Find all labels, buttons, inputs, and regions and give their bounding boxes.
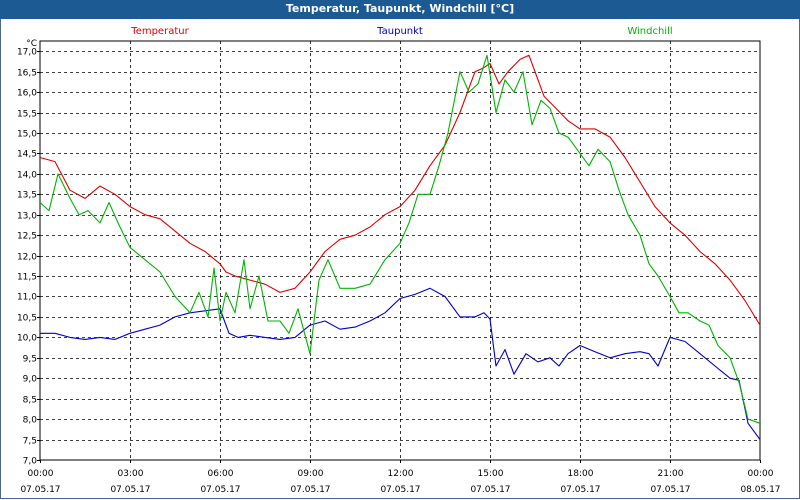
x-tick-time: 21:00 <box>658 469 684 479</box>
chart-title: Temperatur, Taupunkt, Windchill [°C] <box>0 0 800 19</box>
series-lines <box>39 54 761 440</box>
y-tick-label: 14,5 <box>17 150 37 160</box>
y-tick-label: 12,5 <box>17 232 37 242</box>
y-tick-label: 16,5 <box>17 69 37 79</box>
x-tick-time: 00:00 <box>748 469 774 479</box>
x-tick-date: 07.05.17 <box>470 485 510 495</box>
y-tick-label: 11,0 <box>17 293 37 303</box>
x-tick-date: 07.05.17 <box>380 485 420 495</box>
legend-windchill: Windchill <box>627 26 672 37</box>
axes: 7,0 7,5 8,0 8,5 9,0 9,5 10,0 10,5 11,0 11,5 12,0 12… <box>17 39 781 495</box>
y-tick-label: 14,0 <box>17 171 37 181</box>
y-tick-label: 13,0 <box>17 212 37 222</box>
x-tick-time: 15:00 <box>478 469 504 479</box>
x-tick-date: 07.05.17 <box>20 485 60 495</box>
y-axis-label: °C <box>26 39 37 49</box>
series-line-taupunkt <box>40 287 761 440</box>
x-tick-time: 09:00 <box>298 469 324 479</box>
x-tick-time: 00:00 <box>28 469 54 479</box>
x-tick-time: 03:00 <box>118 469 144 479</box>
x-tick-date: 07.05.17 <box>650 485 690 495</box>
y-tick-label: 15,5 <box>17 110 37 120</box>
series-line-windchill <box>39 54 761 424</box>
x-tick-time: 06:00 <box>208 469 234 479</box>
y-tick-label: 12,0 <box>17 253 37 263</box>
y-tick-label: 7,0 <box>23 457 38 467</box>
x-tick-date: 07.05.17 <box>110 485 150 495</box>
y-tick-label: 13,5 <box>17 191 37 201</box>
y-tick-label: 8,0 <box>23 416 38 426</box>
y-tick-label: 17,0 <box>17 48 37 58</box>
x-tick-date: 07.05.17 <box>290 485 330 495</box>
legend-taupunkt: Taupunkt <box>376 26 423 37</box>
series-line-temperatur <box>39 54 761 326</box>
y-tick-label: 9,0 <box>23 375 38 385</box>
legend-temperatur: Temperatur <box>130 26 189 37</box>
x-tick-time: 18:00 <box>568 469 594 479</box>
y-tick-label: 8,5 <box>23 396 37 406</box>
legend: Temperatur Taupunkt Windchill <box>130 26 672 37</box>
y-tick-label: 10,0 <box>17 334 37 344</box>
x-tick-date: 07.05.17 <box>560 485 600 495</box>
x-tick-time: 12:00 <box>388 469 414 479</box>
y-tick-label: 10,5 <box>17 314 37 324</box>
x-tick-date: 08.05.17 <box>740 485 780 495</box>
x-tick-date: 07.05.17 <box>200 485 240 495</box>
grid <box>40 41 760 460</box>
y-tick-label: 9,5 <box>23 355 37 365</box>
plot-border <box>39 40 761 461</box>
y-tick-label: 11,5 <box>17 273 37 283</box>
y-tick-label: 16,0 <box>17 89 37 99</box>
y-tick-label: 7,5 <box>23 437 37 447</box>
y-tick-label: 15,0 <box>17 130 37 140</box>
